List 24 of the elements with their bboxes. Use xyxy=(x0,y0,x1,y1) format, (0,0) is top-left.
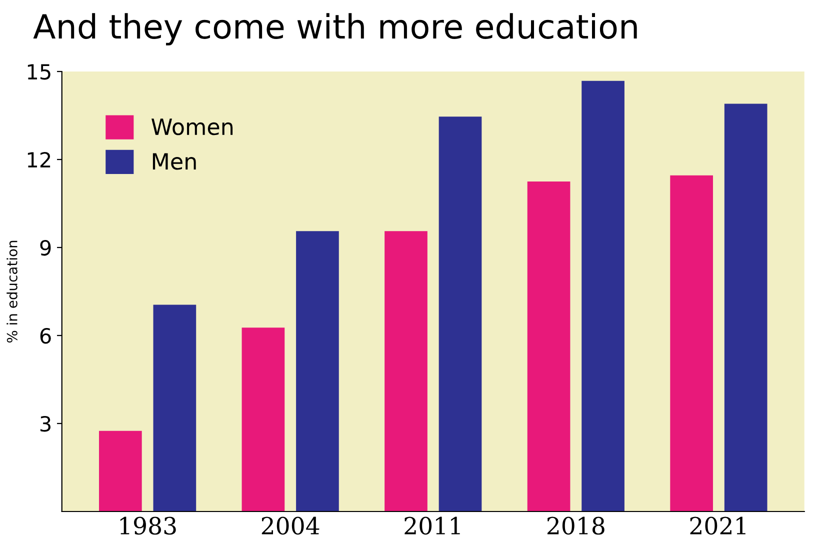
x-tick-label: 2018 xyxy=(547,516,604,535)
bar xyxy=(99,430,142,512)
bar xyxy=(724,104,768,512)
bar xyxy=(153,304,196,512)
x-tick-label: 1983 xyxy=(120,516,176,535)
bar xyxy=(670,175,713,512)
y-tick-label: 9 xyxy=(40,240,51,256)
bar xyxy=(296,231,339,512)
legend-label: Women xyxy=(152,118,233,136)
y-tick-label: 6 xyxy=(40,328,51,344)
x-tick-label: 2004 xyxy=(262,516,320,535)
bar xyxy=(527,182,570,512)
y-tick-label: 12 xyxy=(28,152,50,168)
legend-label: Men xyxy=(152,153,196,170)
y-tick-label: 15 xyxy=(28,64,50,80)
x-tick-label: 2021 xyxy=(690,516,746,535)
bar xyxy=(582,80,624,512)
y-tick-label: 3 xyxy=(40,416,50,432)
y-axis-title: % in education xyxy=(6,240,18,343)
x-tick-label: 2011 xyxy=(404,516,460,535)
chart-title: And they come with more education xyxy=(33,13,637,46)
bar xyxy=(242,328,285,512)
bar xyxy=(384,231,428,512)
bar xyxy=(438,116,482,512)
